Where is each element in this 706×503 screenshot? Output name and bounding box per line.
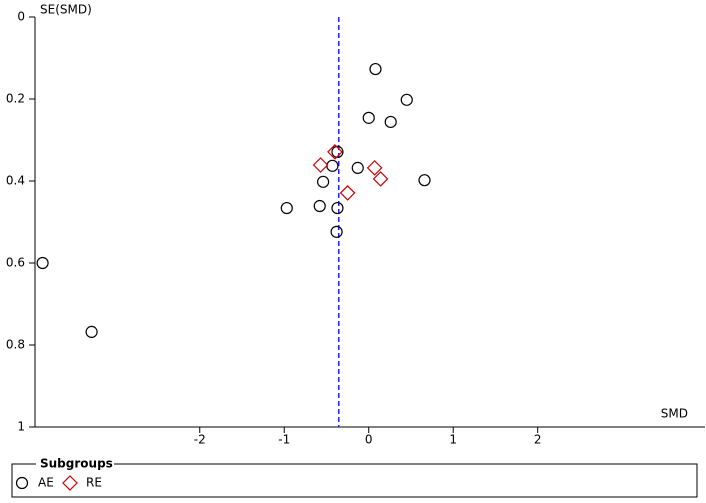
circle-marker: [280, 201, 293, 215]
x-tick-label: 1: [449, 433, 457, 447]
y-tick-label: 1: [17, 420, 25, 434]
legend-title: Subgroups: [40, 457, 113, 471]
circle-marker: [369, 62, 382, 76]
x-tick-label: 0: [365, 433, 373, 447]
x-tick-label: -2: [194, 433, 206, 447]
legend-box: [11, 463, 698, 498]
legend-label: RE: [86, 476, 102, 490]
y-tick-label: 0.8: [6, 338, 25, 352]
x-tick-label: 2: [534, 433, 542, 447]
diamond-marker: [372, 171, 389, 187]
y-tick-label: 0.4: [6, 174, 25, 188]
legend-title-bg: [36, 457, 114, 471]
y-tick-label: 0.6: [6, 256, 25, 270]
circle-marker: [330, 225, 343, 238]
circle-marker: [317, 175, 330, 188]
diamond-marker: [339, 185, 356, 201]
y-tick-label: 0.2: [6, 92, 25, 106]
circle-marker: [400, 93, 413, 106]
circle-marker: [85, 325, 98, 338]
circle-marker: [36, 256, 49, 270]
legend-label: AE: [38, 476, 54, 490]
y-tick-label: 0: [17, 10, 25, 24]
circle-marker: [362, 111, 375, 124]
diamond-marker: [327, 144, 343, 160]
diamond-marker: [62, 475, 78, 491]
x-tick-label: -1: [278, 433, 290, 447]
circle-marker: [331, 145, 344, 158]
circle-marker: [384, 115, 397, 129]
diamond-marker: [366, 160, 383, 176]
diamond-marker: [312, 157, 329, 173]
circle-marker: [15, 476, 29, 490]
circle-marker: [313, 199, 326, 213]
x-axis-label: SMD: [661, 407, 688, 421]
circle-marker: [351, 161, 364, 174]
circle-marker: [331, 201, 344, 215]
y-axis-label: SE(SMD): [40, 3, 92, 17]
circle-marker: [326, 159, 339, 172]
circle-marker: [418, 174, 431, 187]
